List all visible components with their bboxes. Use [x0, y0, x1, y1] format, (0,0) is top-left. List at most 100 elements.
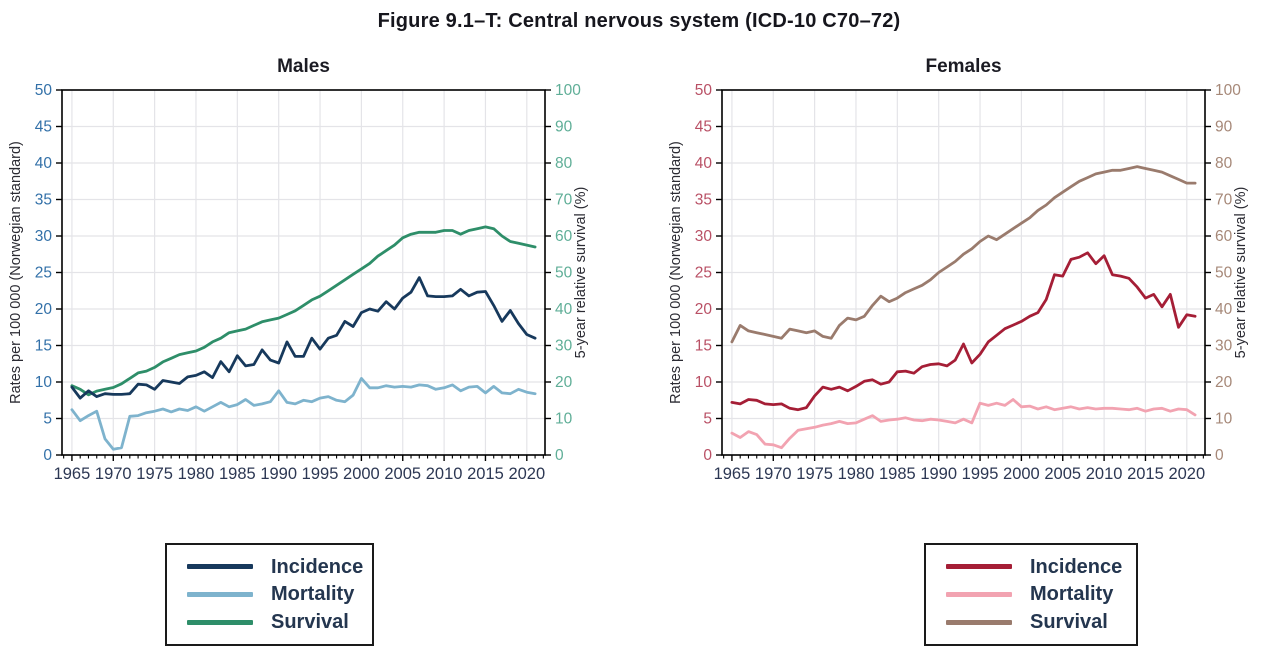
- x-tick-label: 1965: [54, 465, 91, 483]
- incidence-line: [730, 251, 1197, 412]
- x-tick-label: 1975: [136, 465, 173, 483]
- x-tick-label: 2005: [1044, 465, 1081, 483]
- left-tick-label: 40: [695, 155, 713, 172]
- legend-females: Incidence Mortality Survival: [924, 543, 1138, 646]
- mortality-line: [70, 377, 537, 451]
- left-tick-label: 45: [695, 119, 712, 136]
- males-chart: 0 5 10 15 20 25 30 35 40 45 50 0 10 20 30 40 50 60 70 80 90 1…: [8, 82, 589, 483]
- left-axis-label: Rates per 100 000 (Norwegian standard): [668, 141, 684, 404]
- legend-label: Survival: [1030, 611, 1108, 634]
- survival-swatch: [187, 619, 253, 625]
- left-tick-label: 45: [35, 119, 52, 136]
- left-tick-label: 20: [35, 301, 53, 318]
- x-tick-label: 1995: [962, 465, 999, 483]
- left-tick-label: 0: [43, 447, 52, 464]
- females-chart: 0 5 10 15 20 25 30 35 40 45 50 0 10 20 30 40 50 60 70 80 90 1…: [668, 82, 1249, 483]
- right-tick-label: 30: [1215, 338, 1233, 355]
- legend-label: Survival: [271, 611, 349, 634]
- right-tick-label: 20: [555, 374, 573, 391]
- x-tick-label: 2000: [1003, 465, 1040, 483]
- left-tick-label: 50: [35, 82, 53, 99]
- legend-label: Incidence: [1030, 555, 1123, 578]
- legend-row-mortality: Mortality: [946, 584, 1122, 604]
- right-tick-label: 30: [555, 338, 573, 355]
- x-tick-label: 1965: [714, 465, 751, 483]
- x-tick-label: 1990: [260, 465, 297, 483]
- x-tick-label: 2020: [508, 465, 545, 483]
- x-tick-label: 2000: [343, 465, 380, 483]
- survival-line: [730, 165, 1197, 344]
- incidence-line: [70, 276, 537, 400]
- left-tick-label: 35: [695, 192, 712, 209]
- left-tick-label: 30: [35, 228, 53, 245]
- right-tick-label: 10: [555, 411, 573, 428]
- legend-label: Mortality: [271, 583, 355, 606]
- legend-label: Incidence: [271, 555, 364, 578]
- x-tick-label: 1985: [879, 465, 916, 483]
- right-tick-label: 100: [555, 82, 581, 99]
- right-axis-label: 5-year relative survival (%): [1233, 187, 1249, 359]
- x-tick-label: 2015: [1127, 465, 1164, 483]
- legend-males: Incidence Mortality Survival: [165, 543, 374, 646]
- left-tick-label: 10: [695, 374, 713, 391]
- x-tick-label: 2010: [1086, 465, 1123, 483]
- right-tick-label: 40: [1215, 301, 1233, 318]
- x-tick-label: 1970: [755, 465, 792, 483]
- left-tick-label: 10: [35, 374, 53, 391]
- right-tick-label: 50: [1215, 265, 1233, 282]
- x-tick-label: 1985: [219, 465, 256, 483]
- incidence-swatch: [187, 564, 253, 570]
- left-tick-label: 40: [35, 155, 53, 172]
- legend-row-survival: Survival: [946, 612, 1122, 632]
- right-tick-label: 40: [555, 301, 573, 318]
- figure-title: Figure 9.1–T: Central nervous system (IC…: [377, 10, 901, 32]
- x-tick-label: 2015: [467, 465, 504, 483]
- x-tick-label: 2010: [426, 465, 463, 483]
- legend-row-survival: Survival: [187, 612, 358, 632]
- survival-swatch: [946, 619, 1012, 625]
- left-tick-label: 30: [695, 228, 713, 245]
- right-tick-label: 50: [555, 265, 573, 282]
- right-tick-label: 20: [1215, 374, 1233, 391]
- x-tick-label: 1970: [95, 465, 132, 483]
- survival-line: [70, 225, 537, 397]
- x-tick-label: 2020: [1168, 465, 1205, 483]
- mortality-swatch: [187, 591, 253, 597]
- left-tick-label: 5: [43, 411, 52, 428]
- left-tick-label: 15: [35, 338, 52, 355]
- incidence-swatch: [946, 564, 1012, 570]
- panel-title-females: Females: [925, 56, 1002, 77]
- mortality-line: [730, 398, 1197, 450]
- left-tick-label: 25: [35, 265, 52, 282]
- right-tick-label: 60: [1215, 228, 1233, 245]
- right-tick-label: 70: [1215, 192, 1233, 209]
- left-tick-label: 15: [695, 338, 712, 355]
- right-tick-label: 90: [555, 119, 573, 136]
- right-tick-label: 80: [555, 155, 573, 172]
- right-tick-label: 60: [555, 228, 573, 245]
- legend-row-incidence: Incidence: [946, 557, 1122, 577]
- right-tick-label: 70: [555, 192, 573, 209]
- left-tick-label: 35: [35, 192, 52, 209]
- right-tick-label: 100: [1215, 82, 1241, 99]
- panel-title-males: Males: [277, 56, 330, 77]
- right-tick-label: 90: [1215, 119, 1233, 136]
- right-tick-label: 80: [1215, 155, 1233, 172]
- x-tick-label: 1990: [920, 465, 957, 483]
- left-tick-label: 5: [703, 411, 712, 428]
- x-tick-label: 1995: [302, 465, 339, 483]
- right-tick-label: 0: [555, 447, 564, 464]
- x-tick-label: 1980: [178, 465, 215, 483]
- left-axis-label: Rates per 100 000 (Norwegian standard): [8, 141, 24, 404]
- right-axis-label: 5-year relative survival (%): [573, 187, 589, 359]
- left-tick-label: 20: [695, 301, 713, 318]
- left-tick-label: 0: [703, 447, 712, 464]
- x-tick-label: 1980: [838, 465, 875, 483]
- x-tick-label: 1975: [796, 465, 833, 483]
- right-tick-label: 0: [1215, 447, 1224, 464]
- legend-label: Mortality: [1030, 583, 1114, 606]
- x-tick-label: 2005: [384, 465, 421, 483]
- legend-row-incidence: Incidence: [187, 557, 363, 577]
- left-tick-label: 50: [695, 82, 713, 99]
- legend-row-mortality: Mortality: [187, 584, 358, 604]
